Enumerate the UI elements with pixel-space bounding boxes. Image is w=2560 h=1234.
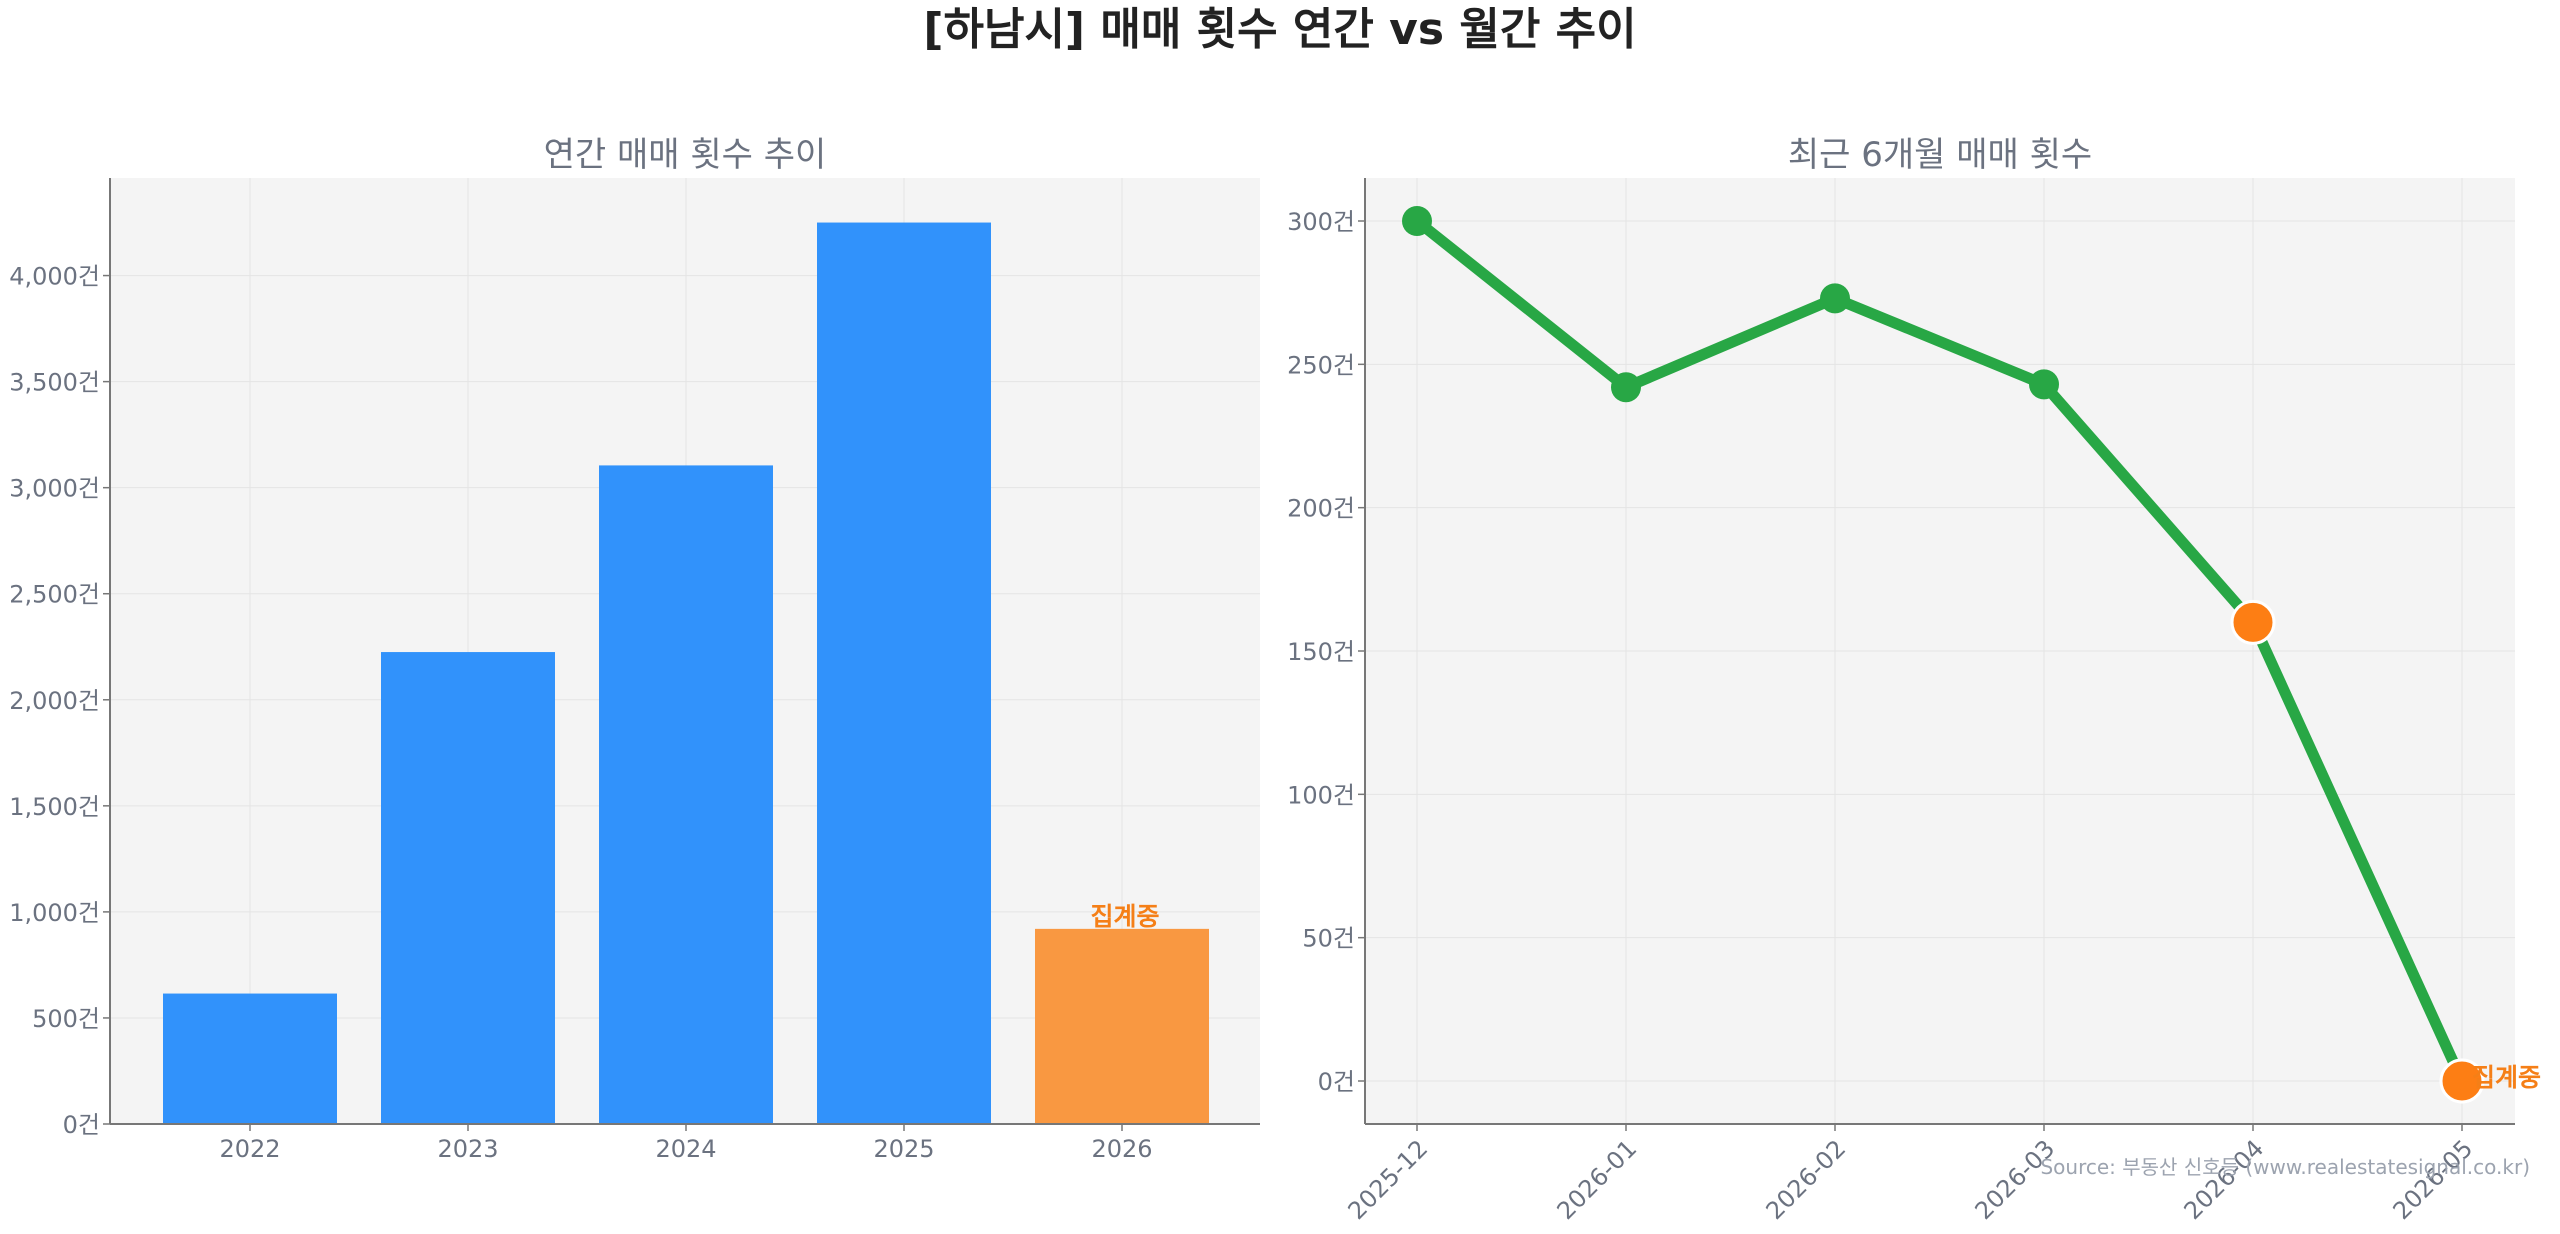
point-partial-2026-04 xyxy=(2230,599,2276,645)
bar-2023 xyxy=(381,652,555,1124)
x-tick-label: 2023 xyxy=(437,1135,498,1163)
y-tick-label: 4,000건 xyxy=(9,263,100,291)
y-tick-label: 100건 xyxy=(1287,781,1355,809)
monthly-trades-line-chart: 집계중 0건 50건 100건 150건 200건 250건 300건 2025-12 2026… xyxy=(1287,135,2541,1225)
y-tick-label: 2,500건 xyxy=(9,581,100,609)
y-tick-label: 0건 xyxy=(63,1111,100,1139)
point-partial-2026-05 xyxy=(2439,1058,2485,1104)
annual-trades-bar-chart: 집계중 0건 500건 1,000건 1,500건 2,000건 2,500건 3,000건… xyxy=(9,135,1260,1163)
chart-title: 연간 매매 횟수 추이 xyxy=(544,135,827,175)
axes: 0건 500건 1,000건 1,500건 2,000건 2,500건 3,000건 3,50… xyxy=(9,178,1260,1163)
bar-2024 xyxy=(599,465,773,1124)
bar-series: 집계중 xyxy=(163,222,1209,1124)
x-tick-label: 2026-03 xyxy=(1970,1134,2061,1225)
partial-data-label: 집계중 xyxy=(2472,1063,2541,1092)
bar-2025 xyxy=(817,222,991,1124)
y-tick-label: 200건 xyxy=(1287,495,1355,523)
x-tick-label: 2025-12 xyxy=(1343,1134,1434,1225)
y-tick-label: 0건 xyxy=(1318,1068,1355,1096)
point-2026-01 xyxy=(1611,372,1641,403)
y-tick-label: 250건 xyxy=(1287,351,1355,379)
bar-2026-partial xyxy=(1035,928,1209,1124)
x-tick-label: 2026-01 xyxy=(1552,1134,1643,1225)
partial-data-label: 집계중 xyxy=(1090,902,1159,931)
x-tick-label: 2022 xyxy=(219,1135,280,1163)
bar-2022 xyxy=(163,993,337,1124)
x-tick-label: 2026 xyxy=(1091,1135,1152,1163)
source-note: Source: 부동산 신호등 (www.realestatesignal.co… xyxy=(2040,1155,2530,1179)
point-2026-03 xyxy=(2029,369,2059,400)
y-tick-label: 1,500건 xyxy=(9,793,100,821)
x-tick-label: 2025 xyxy=(873,1135,934,1163)
chart-title: 최근 6개월 매매 횟수 xyxy=(1788,135,2092,175)
y-tick-label: 50건 xyxy=(1302,925,1355,953)
x-tick-label: 2024 xyxy=(655,1135,716,1163)
y-tick-label: 2,000건 xyxy=(9,687,100,715)
line-series: 집계중 xyxy=(1402,206,2541,1104)
y-tick-label: 1,000건 xyxy=(9,899,100,927)
y-tick-label: 300건 xyxy=(1287,208,1355,236)
point-2026-02 xyxy=(1820,283,1850,314)
point-2025-12 xyxy=(1402,206,1432,236)
figure-title: [하남시] 매매 횟수 연간 vs 월간 추이 xyxy=(923,4,1636,55)
y-tick-label: 150건 xyxy=(1287,638,1355,666)
y-tick-label: 500건 xyxy=(32,1005,100,1033)
y-tick-label: 3,500건 xyxy=(9,369,100,397)
y-tick-label: 3,000건 xyxy=(9,475,100,503)
series-line xyxy=(1411,215,2468,1087)
x-tick-label: 2026-05 xyxy=(2388,1134,2479,1225)
grid-lines xyxy=(1365,178,2515,1124)
x-tick-label: 2026-04 xyxy=(2179,1134,2270,1225)
x-tick-label: 2026-02 xyxy=(1761,1134,1852,1225)
